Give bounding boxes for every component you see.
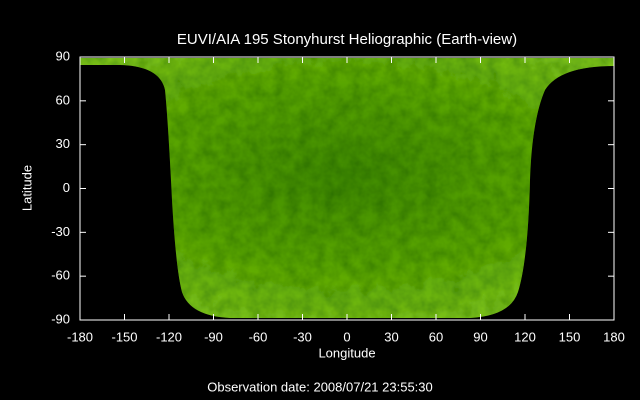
solar-map: [80, 58, 614, 318]
chart-title: EUVI/AIA 195 Stonyhurst Heliographic (Ea…: [177, 31, 517, 48]
x-tick-label: 180: [603, 329, 625, 344]
y-tick-label: -60: [51, 268, 70, 283]
y-tick-label: -90: [51, 311, 70, 326]
x-tick-label: -120: [156, 329, 182, 344]
observation-date: Observation date: 2008/07/21 23:55:30: [207, 379, 433, 394]
x-tick-label: 60: [429, 329, 443, 344]
x-tick-label: 30: [384, 329, 398, 344]
x-tick-label: 120: [514, 329, 536, 344]
y-axis-label: Latitude: [19, 165, 34, 211]
y-tick-label: 90: [56, 48, 70, 63]
y-tick-label: -30: [51, 224, 70, 239]
y-tick-label: 30: [56, 136, 70, 151]
x-tick-label: -90: [204, 329, 223, 344]
x-tick-label: -180: [67, 329, 93, 344]
x-tick-label: 90: [473, 329, 487, 344]
x-tick-label: 150: [559, 329, 581, 344]
y-tick-label: 0: [63, 180, 70, 195]
y-tick-label: 60: [56, 92, 70, 107]
x-tick-label: -60: [249, 329, 268, 344]
x-tick-label: -30: [293, 329, 312, 344]
x-axis-label: Longitude: [318, 345, 375, 360]
x-tick-label: -150: [111, 329, 137, 344]
x-tick-label: 0: [343, 329, 350, 344]
